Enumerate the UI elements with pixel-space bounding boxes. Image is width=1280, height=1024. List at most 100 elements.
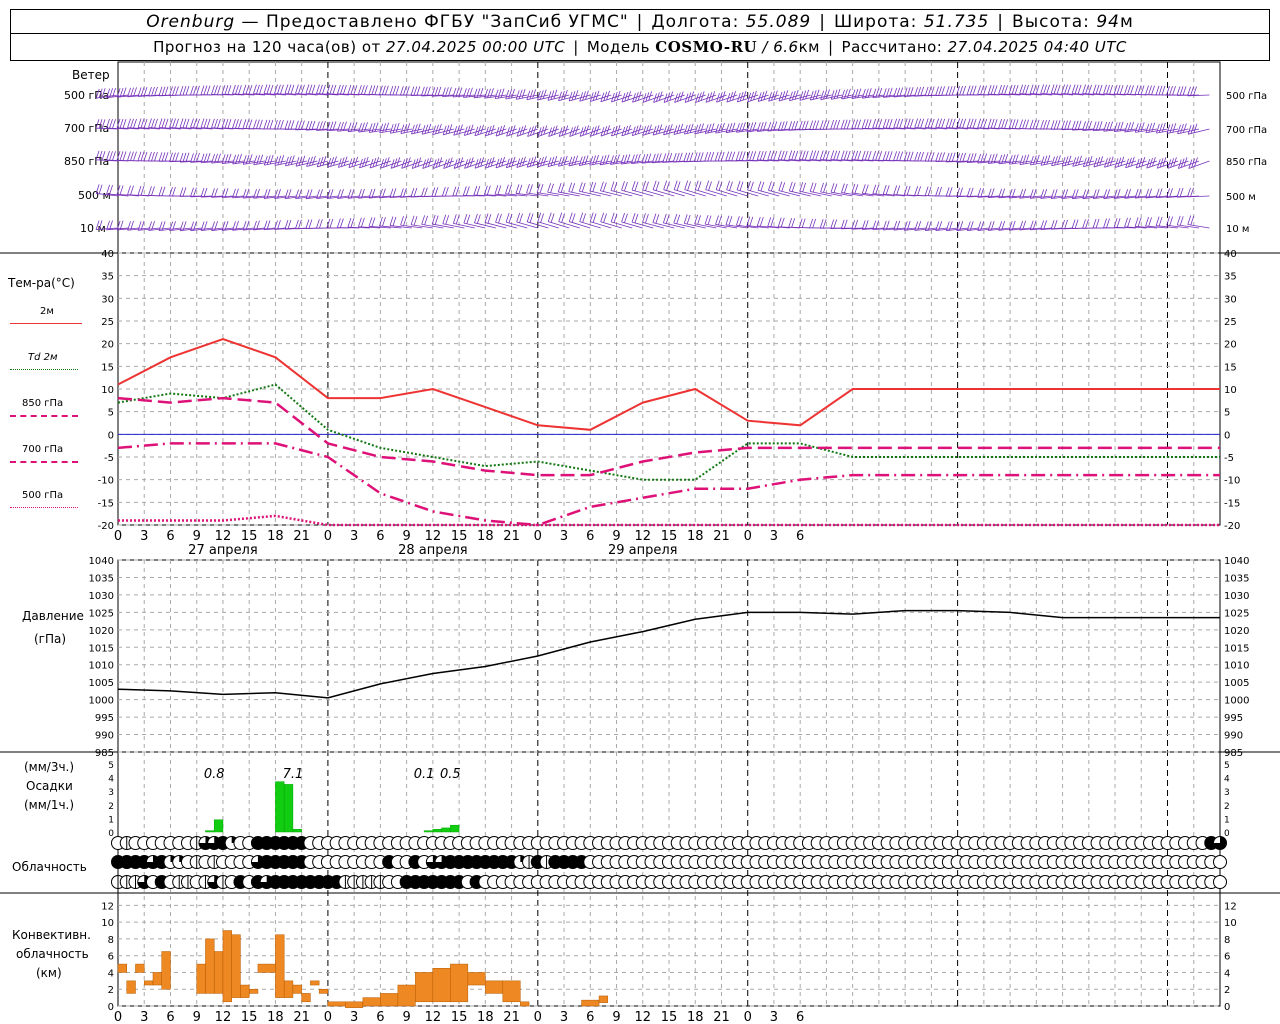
wind-barb — [1029, 84, 1053, 96]
x-tick-label-bottom: 15 — [241, 1010, 258, 1024]
precip-title: Осадки — [26, 779, 73, 793]
pressure-title: Давление — [22, 609, 84, 623]
wind-barb — [820, 182, 843, 197]
wind-barb — [148, 118, 171, 130]
wind-barb — [610, 181, 633, 197]
wind-barb — [924, 118, 948, 130]
wind-barb — [756, 150, 780, 162]
conv-bar — [415, 972, 434, 1003]
wind-barb — [483, 185, 507, 197]
wind-barb — [631, 213, 654, 229]
wind-barb — [558, 155, 580, 167]
conv-bar — [231, 934, 241, 998]
wind-barb — [956, 118, 979, 130]
pressure-y-tick-label: 1010 — [89, 661, 114, 672]
wind-barb — [987, 85, 1011, 96]
precip-y-tick-label-right: 3 — [1224, 788, 1230, 798]
wind-barb — [127, 118, 150, 130]
legend-td2m: Td 2м — [28, 352, 58, 363]
wind-barb — [379, 216, 402, 229]
temp-y-tick-label: 25 — [101, 317, 114, 328]
wind-barb — [799, 182, 822, 197]
pressure-y-tick-label-right: 1025 — [1224, 608, 1249, 619]
conv-bar — [380, 993, 399, 1007]
temp-y-tick-label: -15 — [98, 498, 114, 509]
wind-barb — [1124, 122, 1147, 133]
wind-barb — [662, 213, 685, 229]
conv-bar — [117, 963, 127, 973]
x-tick-label-top: 0 — [744, 529, 752, 544]
conv-bar — [310, 980, 320, 986]
conv-bar — [345, 1001, 364, 1008]
lat-value: 51.735 — [923, 11, 990, 32]
wind-barb — [903, 118, 927, 130]
wind-barb — [568, 212, 591, 229]
wind-barb — [610, 212, 633, 229]
wind-barb — [368, 217, 391, 229]
x-tick-label-top: 9 — [402, 529, 410, 544]
wind-level-right-label: 500 гПа — [1226, 91, 1267, 102]
date-label: 27 апреля — [188, 543, 258, 558]
precip-y-tick-label-right: 0 — [1224, 829, 1230, 839]
x-tick-label-top: 15 — [451, 529, 468, 544]
wind-barb — [746, 150, 769, 162]
model-res-unit: км — [798, 38, 820, 56]
x-tick-label-top: 21 — [293, 529, 310, 544]
x-tick-label-top: 3 — [770, 529, 778, 544]
wind-barb — [558, 212, 580, 229]
wind-barb — [1124, 217, 1147, 229]
x-tick-label-top: 9 — [612, 529, 620, 544]
wind-barb — [725, 122, 748, 134]
temp-y-tick-label: -5 — [104, 453, 114, 464]
wind-barb — [809, 89, 832, 101]
wind-barb — [799, 89, 822, 101]
temp-y-tick-label-right: 35 — [1224, 272, 1237, 283]
x-tick-label-bottom: 3 — [140, 1010, 148, 1024]
legend-td2m-line — [10, 369, 78, 370]
pressure-y-tick-label: 1000 — [89, 696, 114, 707]
pressure-y-tick-label-right: 1005 — [1224, 678, 1249, 689]
pressure-y-tick-label-right: 1035 — [1224, 573, 1249, 584]
x-tick-label-bottom: 18 — [267, 1010, 284, 1024]
wind-barb — [547, 212, 570, 229]
wind-barb — [526, 183, 549, 197]
wind-barb — [819, 150, 843, 162]
conv-bar — [135, 963, 145, 973]
wind-barb — [116, 185, 140, 197]
temp-y-tick-label: 15 — [101, 362, 114, 373]
wind-barb — [484, 213, 507, 229]
wind-barb — [715, 215, 738, 229]
x-tick-label-bottom: 12 — [425, 1010, 442, 1024]
x-tick-label-top: 0 — [534, 529, 542, 544]
wind-barb — [1166, 216, 1189, 229]
wind-barb — [557, 182, 580, 197]
wind-barb — [452, 214, 475, 229]
wind-barb — [872, 184, 895, 197]
wind-barb — [421, 215, 444, 229]
temp-title: Тем-ра(°C) — [8, 276, 75, 290]
wind-barb — [516, 212, 538, 229]
wind-barb — [410, 215, 433, 229]
conv-bar — [213, 951, 224, 994]
x-tick-label-bottom: 18 — [687, 1010, 704, 1024]
conv-bar — [275, 934, 285, 998]
wind-barb — [316, 84, 339, 96]
wind-barb — [1188, 157, 1210, 169]
wind-barb — [1008, 84, 1032, 96]
wind-barb — [747, 90, 769, 103]
x-tick-label-top: 6 — [586, 529, 594, 544]
wind-barb — [1050, 84, 1074, 96]
wind-barb — [253, 154, 276, 166]
temp-y-tick-label: -20 — [98, 521, 114, 532]
wind-barb — [998, 84, 1021, 96]
wind-barb — [798, 150, 822, 162]
wind-barb — [694, 214, 717, 229]
conv-bar — [283, 980, 294, 998]
temp-y-tick-label-right: 5 — [1224, 408, 1230, 419]
wind-barb — [1176, 215, 1200, 229]
x-tick-label-top: 15 — [241, 529, 258, 544]
x-tick-label-top: 6 — [166, 529, 174, 544]
model-name: COSMO-RU — [655, 38, 758, 56]
pressure-y-tick-label: 995 — [95, 713, 114, 724]
pressure-y-tick-label-right: 1030 — [1224, 591, 1249, 602]
